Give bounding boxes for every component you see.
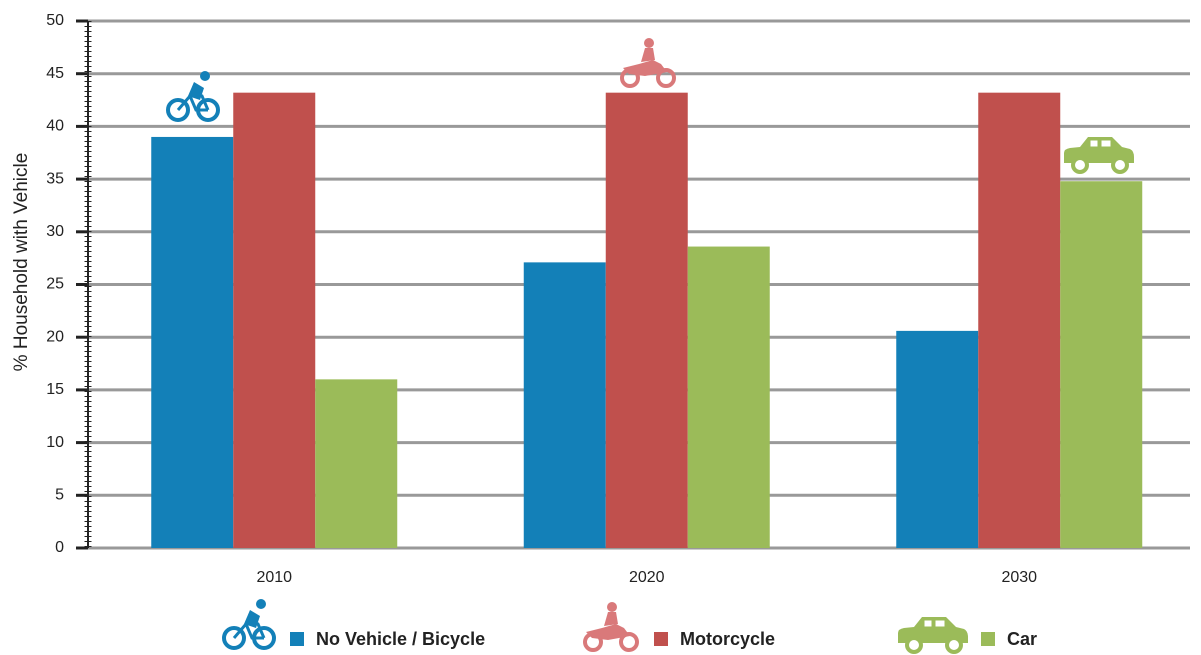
bar (1060, 181, 1143, 548)
bar (315, 379, 398, 548)
legend-label: Car (1007, 629, 1037, 649)
legend-swatch (290, 632, 304, 646)
y-tick-label: 35 (46, 170, 64, 187)
legend-motorcycle-icon (583, 600, 639, 652)
legend-bicycle-icon (222, 597, 276, 650)
bicycle-icon (166, 69, 220, 122)
x-tick-label: 2020 (629, 569, 665, 586)
bar (523, 262, 606, 548)
bar (605, 92, 688, 548)
y-tick-label: 15 (46, 381, 64, 398)
bar (233, 92, 316, 548)
x-tick-label: 2010 (256, 569, 292, 586)
y-tick-label: 25 (46, 276, 64, 293)
bar (978, 92, 1061, 548)
legend-swatch (654, 632, 668, 646)
legend-swatch (981, 632, 995, 646)
y-tick-label: 30 (46, 223, 64, 240)
bar (687, 246, 770, 548)
y-tick-label: 40 (46, 118, 64, 135)
car-icon (1062, 135, 1136, 174)
legend-label: No Vehicle / Bicycle (316, 629, 485, 649)
y-tick-label: 10 (46, 434, 64, 451)
bar (151, 136, 234, 548)
y-tick-label: 5 (55, 487, 64, 504)
motorcycle-icon (620, 36, 676, 88)
y-tick-label: 20 (46, 328, 64, 345)
y-tick-label: 45 (46, 65, 64, 82)
x-tick-label: 2030 (1001, 569, 1037, 586)
y-axis-label: % Household with Vehicle (11, 153, 32, 372)
legend-label: Motorcycle (680, 629, 775, 649)
y-tick-label: 50 (46, 12, 64, 29)
legend-car-icon (896, 615, 970, 654)
y-tick-label: 0 (55, 539, 64, 556)
bars (151, 92, 1143, 548)
bar (896, 330, 979, 548)
